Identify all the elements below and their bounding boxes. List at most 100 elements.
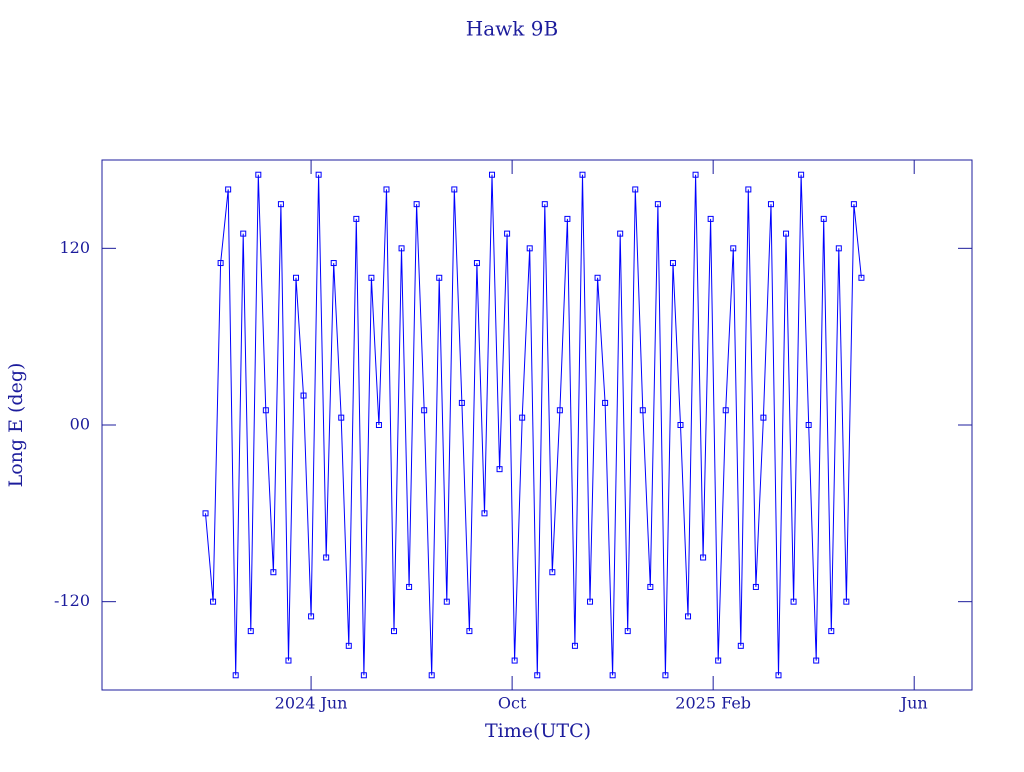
data-marker: [210, 598, 217, 605]
data-marker: [466, 628, 473, 635]
data-marker: [496, 466, 503, 473]
data-marker: [504, 230, 511, 237]
data-marker: [685, 613, 692, 620]
data-marker: [571, 642, 578, 649]
data-marker: [549, 569, 556, 576]
data-marker: [783, 230, 790, 237]
data-marker: [315, 171, 322, 178]
data-marker: [677, 422, 684, 428]
data-marker: [541, 201, 548, 208]
data-marker: [760, 414, 767, 421]
data-marker: [330, 260, 337, 267]
data-marker: [594, 274, 601, 281]
y-tick-label: 120: [59, 238, 90, 257]
data-marker: [662, 672, 669, 679]
x-tick-label: 2025 Feb: [675, 694, 751, 713]
data-marker: [473, 260, 480, 267]
data-marker: [451, 186, 458, 193]
data-marker: [722, 407, 729, 414]
data-marker: [398, 245, 405, 252]
data-marker: [202, 510, 209, 517]
data-marker: [443, 598, 450, 605]
data-marker: [843, 598, 850, 605]
data-marker: [225, 186, 232, 193]
data-marker: [556, 407, 563, 414]
data-marker: [617, 230, 624, 237]
data-marker: [368, 274, 375, 281]
data-marker: [489, 171, 496, 178]
data-marker: [707, 215, 714, 222]
data-marker: [300, 392, 307, 399]
data-marker: [828, 628, 835, 635]
data-marker: [436, 274, 443, 281]
data-marker: [240, 230, 247, 237]
data-marker: [534, 672, 541, 679]
data-marker: [790, 598, 797, 605]
data-marker: [700, 554, 707, 561]
data-marker: [715, 657, 722, 664]
x-tick-label: Jun: [899, 694, 928, 713]
data-marker: [858, 274, 865, 281]
data-marker: [262, 407, 269, 414]
x-axis-label: Time(UTC): [485, 720, 591, 742]
plot-frame: [101, 159, 973, 691]
data-marker: [647, 583, 654, 590]
x-tick-label: 2024 Jun: [275, 694, 348, 713]
data-marker: [428, 672, 435, 679]
data-marker: [458, 399, 465, 406]
data-marker: [602, 399, 609, 406]
data-marker: [406, 583, 413, 590]
data-marker: [481, 510, 488, 517]
data-marker: [805, 422, 812, 428]
y-tick-label: 00: [70, 415, 90, 434]
data-marker: [391, 628, 398, 635]
data-marker: [519, 414, 526, 421]
data-line: [205, 174, 862, 676]
data-marker: [654, 201, 661, 208]
data-marker: [338, 414, 345, 421]
data-marker: [850, 201, 857, 208]
data-marker: [745, 186, 752, 193]
data-marker: [820, 215, 827, 222]
chart-title: Hawk 9B: [466, 17, 558, 41]
data-marker: [413, 201, 420, 208]
data-marker: [526, 245, 533, 252]
data-marker: [632, 186, 639, 193]
x-tick-label: Oct: [498, 694, 527, 713]
y-tick-label: -120: [54, 591, 90, 610]
data-marker: [730, 245, 737, 252]
data-marker: [737, 642, 744, 649]
data-marker: [835, 245, 842, 252]
data-marker: [285, 657, 292, 664]
data-marker: [360, 672, 367, 679]
data-marker: [421, 407, 428, 414]
data-marker: [624, 628, 631, 635]
data-marker: [511, 657, 518, 664]
data-marker: [609, 672, 616, 679]
y-axis-label: Long E (deg): [5, 363, 27, 488]
data-marker: [323, 554, 330, 561]
data-marker: [255, 171, 262, 178]
data-marker: [270, 569, 277, 576]
data-marker: [345, 642, 352, 649]
data-marker: [775, 672, 782, 679]
data-marker: [813, 657, 820, 664]
data-marker: [587, 598, 594, 605]
data-marker: [383, 186, 390, 193]
data-marker: [232, 672, 239, 679]
data-marker: [767, 201, 774, 208]
data-marker: [353, 215, 360, 222]
data-marker: [752, 583, 759, 590]
data-marker: [375, 422, 382, 428]
data-marker: [798, 171, 805, 178]
data-marker: [639, 407, 646, 414]
data-marker: [277, 201, 284, 208]
data-marker: [247, 628, 254, 635]
data-marker: [692, 171, 699, 178]
data-marker: [579, 171, 586, 178]
data-marker: [293, 274, 300, 281]
data-marker: [564, 215, 571, 222]
data-marker: [308, 613, 315, 620]
data-marker: [669, 260, 676, 267]
